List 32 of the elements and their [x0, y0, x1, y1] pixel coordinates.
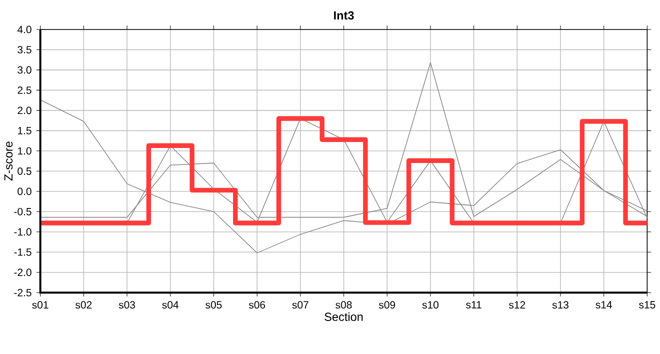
x-tick-label: s14 — [596, 301, 612, 309]
x-tick-label: s15 — [639, 301, 656, 309]
x-tick-label: s08 — [336, 301, 352, 309]
y-tick-label: -1.0 — [14, 228, 32, 236]
chart-title: Int3 — [334, 11, 354, 20]
y-tick-label: 3.5 — [18, 46, 32, 54]
x-tick-label: s12 — [508, 301, 526, 309]
y-axis-title: Z-score — [4, 142, 13, 181]
y-tick-label: -1.5 — [14, 248, 32, 256]
x-tick-label: s07 — [292, 301, 308, 309]
x-tick-label: s09 — [378, 301, 396, 309]
x-tick-label: s11 — [466, 301, 482, 309]
x-tick-label: s06 — [248, 301, 266, 309]
x-tick-label: s02 — [76, 301, 92, 309]
y-tick-label: -2.5 — [14, 289, 32, 297]
x-tick-label: s03 — [118, 301, 135, 309]
y-tick-label: 0.5 — [18, 168, 32, 176]
y-tick-label: -2.0 — [14, 268, 32, 276]
y-tick-label: 4.0 — [17, 26, 32, 34]
x-axis-title: Section — [324, 312, 363, 322]
x-tick-label: s10 — [422, 301, 438, 309]
y-tick-label: 2.0 — [18, 106, 32, 114]
y-tick-label: 1.5 — [18, 127, 32, 135]
x-tick-label: s01 — [32, 301, 48, 309]
y-tick-label: -0.5 — [14, 208, 32, 216]
y-tick-label: 2.5 — [18, 86, 32, 94]
y-tick-label: 0.0 — [18, 188, 32, 196]
x-tick-label: s13 — [552, 301, 568, 309]
y-tick-label: 3.0 — [18, 66, 32, 74]
x-tick-label: s05 — [206, 301, 222, 309]
y-tick-label: 1.0 — [18, 147, 32, 155]
x-tick-label: s04 — [162, 301, 179, 309]
